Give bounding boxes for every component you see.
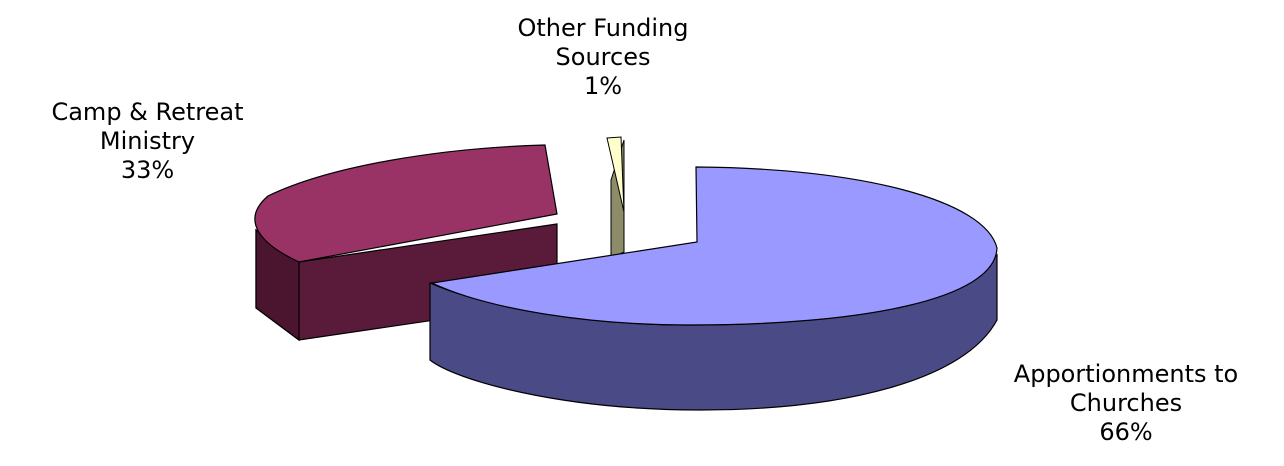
label-line: Ministry	[99, 127, 196, 155]
label-line: Apportionments to	[1013, 360, 1239, 388]
label-line: Sources	[555, 43, 651, 71]
label-line: Other Funding	[517, 14, 689, 42]
slice-apportionments-top	[429, 166, 998, 326]
label-line: Camp & Retreat	[51, 98, 244, 126]
slice-label-apportionments: Apportionments to Churches 66%	[968, 360, 1284, 447]
percent-label: 33%	[120, 156, 175, 184]
slice-other-funding-top	[606, 136, 625, 213]
slice-label-other-funding: Other Funding Sources 1%	[468, 14, 738, 101]
label-line: Churches	[1069, 389, 1183, 417]
percent-label: 1%	[583, 72, 623, 100]
slice-label-camp-retreat: Camp & Retreat Ministry 33%	[10, 98, 285, 185]
slice-camp-retreat-top	[254, 144, 558, 263]
percent-label: 66%	[1099, 418, 1153, 446]
